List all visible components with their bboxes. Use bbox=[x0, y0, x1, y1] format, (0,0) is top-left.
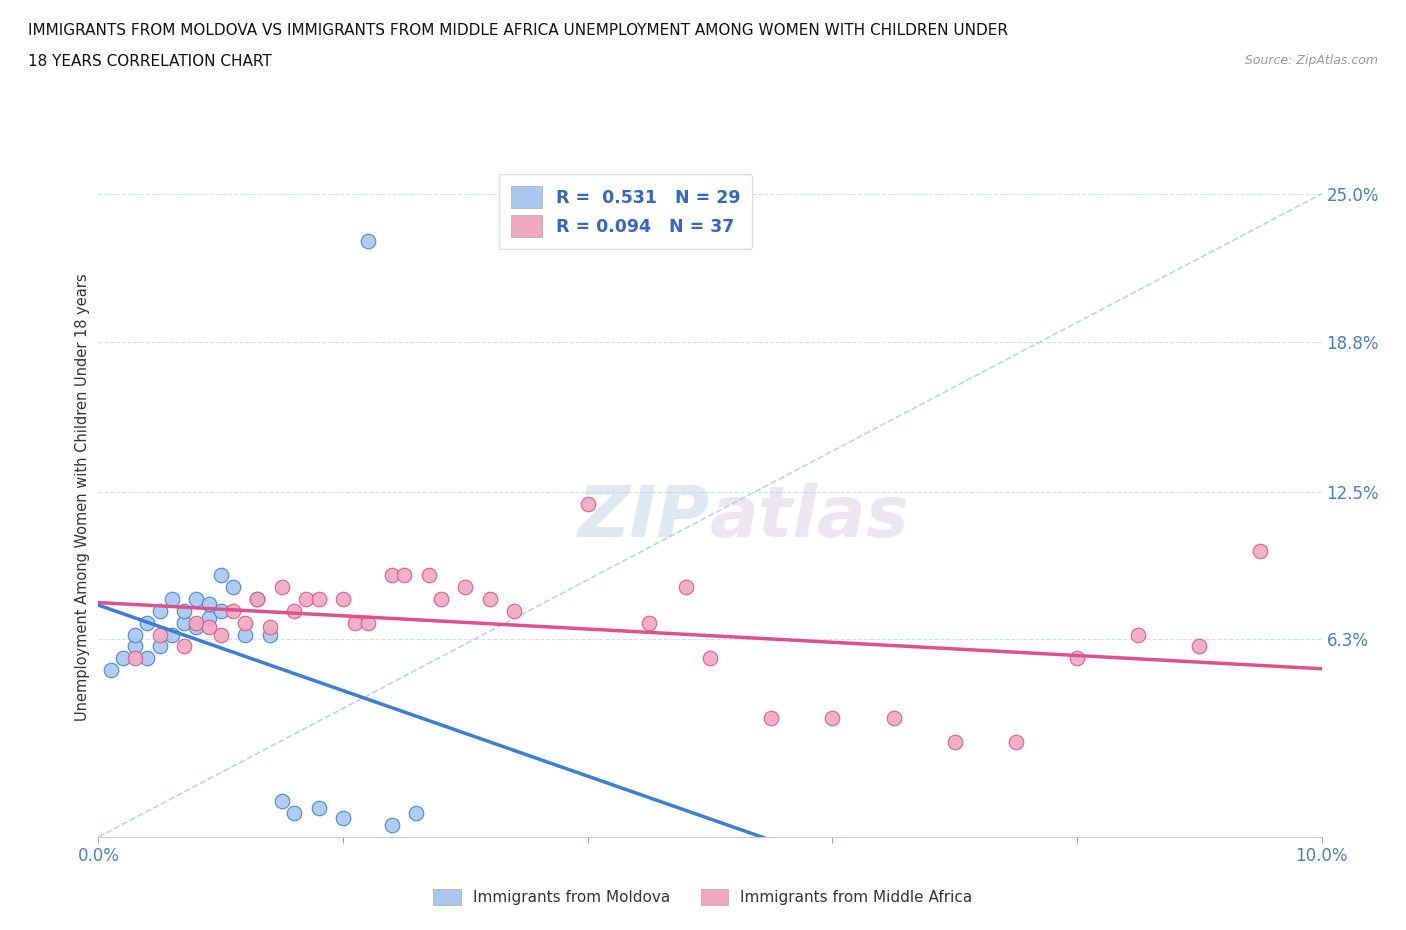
Point bbox=[209, 567, 232, 582]
Point bbox=[1249, 544, 1271, 559]
Text: Source: ZipAtlas.com: Source: ZipAtlas.com bbox=[1244, 54, 1378, 67]
Point bbox=[222, 604, 245, 618]
Point bbox=[209, 604, 232, 618]
Point bbox=[160, 591, 183, 606]
Point bbox=[283, 805, 305, 820]
Point bbox=[332, 591, 354, 606]
Point bbox=[222, 579, 245, 594]
Point bbox=[943, 735, 966, 750]
Point bbox=[576, 496, 599, 511]
Point bbox=[1128, 627, 1150, 642]
Legend: R =  0.531   N = 29, R = 0.094   N = 37: R = 0.531 N = 29, R = 0.094 N = 37 bbox=[499, 174, 752, 249]
Point bbox=[186, 620, 208, 635]
Point bbox=[149, 639, 172, 654]
Point bbox=[1066, 651, 1088, 666]
Point bbox=[259, 627, 281, 642]
Point bbox=[233, 627, 256, 642]
Point bbox=[186, 615, 208, 630]
Point bbox=[149, 627, 172, 642]
Point bbox=[405, 805, 427, 820]
Point bbox=[197, 620, 219, 635]
Point bbox=[233, 615, 256, 630]
Point bbox=[124, 651, 146, 666]
Point bbox=[332, 811, 354, 826]
Point bbox=[759, 711, 782, 725]
Point bbox=[246, 591, 269, 606]
Point bbox=[197, 610, 219, 625]
Point bbox=[173, 615, 195, 630]
Text: atlas: atlas bbox=[710, 484, 910, 552]
Point bbox=[246, 591, 269, 606]
Point bbox=[100, 663, 122, 678]
Point bbox=[430, 591, 453, 606]
Point bbox=[111, 651, 134, 666]
Point bbox=[454, 579, 477, 594]
Point bbox=[173, 604, 195, 618]
Point bbox=[124, 627, 146, 642]
Point bbox=[124, 639, 146, 654]
Text: 18 YEARS CORRELATION CHART: 18 YEARS CORRELATION CHART bbox=[28, 54, 271, 69]
Point bbox=[209, 627, 232, 642]
Point bbox=[270, 579, 292, 594]
Text: IMMIGRANTS FROM MOLDOVA VS IMMIGRANTS FROM MIDDLE AFRICA UNEMPLOYMENT AMONG WOME: IMMIGRANTS FROM MOLDOVA VS IMMIGRANTS FR… bbox=[28, 23, 1008, 38]
Point bbox=[883, 711, 905, 725]
Point bbox=[478, 591, 501, 606]
Point bbox=[149, 604, 172, 618]
Point bbox=[186, 591, 208, 606]
Point bbox=[418, 567, 440, 582]
Point bbox=[160, 627, 183, 642]
Point bbox=[283, 604, 305, 618]
Point bbox=[356, 615, 378, 630]
Point bbox=[295, 591, 318, 606]
Point bbox=[821, 711, 844, 725]
Point bbox=[392, 567, 416, 582]
Point bbox=[344, 615, 367, 630]
Point bbox=[699, 651, 721, 666]
Point bbox=[381, 817, 404, 832]
Point bbox=[197, 596, 219, 611]
Point bbox=[1004, 735, 1026, 750]
Point bbox=[136, 651, 159, 666]
Point bbox=[637, 615, 661, 630]
Point bbox=[270, 794, 292, 809]
Point bbox=[503, 604, 526, 618]
Point bbox=[675, 579, 697, 594]
Point bbox=[308, 591, 330, 606]
Point bbox=[136, 615, 159, 630]
Point bbox=[173, 639, 195, 654]
Point bbox=[381, 567, 404, 582]
Text: ZIP: ZIP bbox=[578, 484, 710, 552]
Point bbox=[1188, 639, 1211, 654]
Point bbox=[308, 801, 330, 816]
Point bbox=[259, 620, 281, 635]
Point bbox=[356, 234, 378, 249]
Legend: Immigrants from Moldova, Immigrants from Middle Africa: Immigrants from Moldova, Immigrants from… bbox=[426, 882, 980, 913]
Y-axis label: Unemployment Among Women with Children Under 18 years: Unemployment Among Women with Children U… bbox=[75, 273, 90, 722]
